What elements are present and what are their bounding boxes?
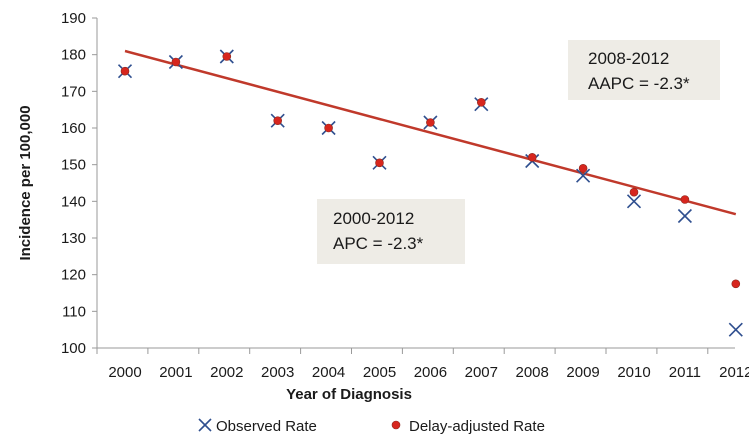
observed-rate-point: [728, 322, 743, 337]
annotation-apc-line1: 2000-2012: [333, 209, 414, 228]
y-tick-label: 110: [62, 303, 86, 320]
x-tick-label: 2011: [669, 364, 701, 381]
y-tick-label: 100: [61, 340, 86, 357]
annotation-apc-line2: APC = -2.3*: [333, 234, 424, 253]
x-tick-label: 2003: [261, 364, 294, 381]
legend-observed-label: Observed Rate: [216, 418, 317, 435]
x-axis-ticks: 2000 2001 2002 2003 2004 2005 2006 2007 2008 2009…: [96, 348, 749, 381]
delay-adjusted-point: [426, 118, 435, 127]
legend: Observed Rate Delay-adjusted Rate: [198, 418, 545, 435]
y-tick-label: 140: [61, 193, 86, 210]
annotation-aapc: 2008-2012 AAPC = -2.3*: [568, 40, 720, 100]
annotation-aapc-box: [568, 40, 720, 100]
delay-adjusted-point: [324, 123, 333, 133]
delay-adjusted-point: [476, 98, 486, 107]
y-tick-label: 120: [61, 267, 86, 284]
annotation-apc: 2000-2012 APC = -2.3*: [317, 199, 465, 264]
x-tick-label: 2006: [414, 364, 447, 381]
y-axis-title: Incidence per 100,000: [17, 105, 34, 260]
delay-adjusted-point: [527, 153, 537, 162]
annotation-aapc-line1: 2008-2012: [588, 49, 669, 68]
delay-adjusted-point: [222, 52, 232, 61]
delay-adjusted-point: [120, 66, 130, 76]
legend-delay-adjusted-label: Delay-adjusted Rate: [409, 418, 545, 435]
y-axis-ticks: 100 110 120 130 140 150 160 170 180 190: [61, 10, 97, 357]
x-tick-label: 2010: [617, 364, 650, 381]
annotation-apc-box: [317, 199, 465, 264]
y-tick-label: 190: [61, 10, 86, 27]
y-tick-label: 150: [61, 157, 86, 174]
delay-adjusted-point: [171, 57, 181, 67]
y-tick-label: 160: [61, 120, 86, 137]
legend-delay-adjusted-marker: [391, 420, 401, 430]
x-tick-label: 2002: [210, 364, 243, 381]
annotation-aapc-line2: AAPC = -2.3*: [588, 74, 690, 93]
x-tick-label: 2005: [363, 364, 396, 381]
x-tick-label: 2004: [312, 364, 345, 381]
x-tick-label: 2000: [108, 364, 141, 381]
legend-observed-marker: [198, 418, 212, 432]
delay-adjusted-point: [578, 164, 588, 173]
trend-line: [124, 49, 737, 216]
x-tick-label: 2008: [516, 364, 549, 381]
y-tick-label: 180: [61, 47, 86, 64]
y-tick-label: 130: [61, 230, 86, 247]
x-tick-label: 2007: [465, 364, 498, 381]
observed-rate-point: [576, 168, 591, 183]
y-tick-label: 170: [61, 83, 86, 100]
delay-adjusted-point: [273, 116, 283, 125]
observed-rate-point: [677, 208, 692, 224]
x-tick-label: 2012: [719, 364, 749, 381]
delay-adjusted-points: [120, 52, 741, 289]
delay-adjusted-point: [731, 279, 741, 289]
delay-adjusted-point: [375, 158, 384, 168]
delay-adjusted-point: [629, 187, 639, 197]
x-tick-label: 2009: [566, 364, 599, 381]
x-tick-label: 2001: [159, 364, 192, 381]
x-axis-title: Year of Diagnosis: [286, 386, 412, 403]
delay-adjusted-point: [680, 195, 690, 204]
observed-rate-point: [626, 194, 642, 209]
